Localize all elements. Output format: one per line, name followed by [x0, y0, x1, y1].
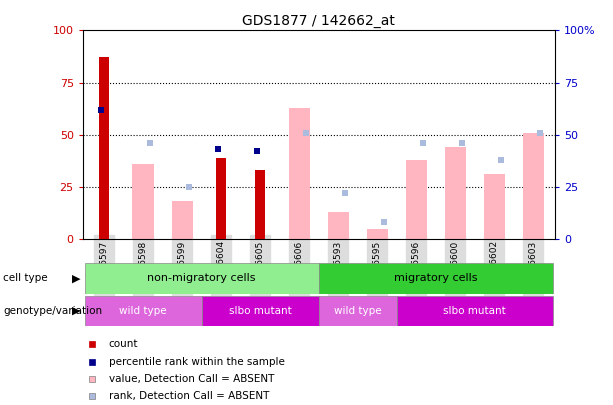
Text: percentile rank within the sample: percentile rank within the sample — [109, 357, 284, 367]
Text: rank, Detection Call = ABSENT: rank, Detection Call = ABSENT — [109, 391, 269, 401]
Text: count: count — [109, 339, 138, 350]
Bar — [132, 164, 154, 239]
Bar — [327, 212, 349, 239]
Title: GDS1877 / 142662_at: GDS1877 / 142662_at — [242, 14, 395, 28]
Bar — [522, 132, 544, 239]
Bar — [85, 296, 202, 326]
Text: value, Detection Call = ABSENT: value, Detection Call = ABSENT — [109, 374, 274, 384]
Bar — [397, 296, 553, 326]
Bar — [367, 228, 388, 239]
Bar — [484, 174, 505, 239]
Text: slbo mutant: slbo mutant — [229, 306, 292, 316]
Bar — [319, 296, 397, 326]
Bar — [85, 263, 319, 294]
Text: ▶: ▶ — [72, 306, 81, 316]
Text: wild type: wild type — [334, 306, 381, 316]
Bar — [289, 108, 310, 239]
Text: ▶: ▶ — [72, 273, 81, 283]
Text: cell type: cell type — [3, 273, 48, 283]
Bar — [172, 201, 193, 239]
Text: wild type: wild type — [120, 306, 167, 316]
Text: non-migratory cells: non-migratory cells — [148, 273, 256, 283]
Bar — [216, 158, 226, 239]
Bar — [319, 263, 553, 294]
Bar — [202, 296, 319, 326]
Bar — [444, 147, 466, 239]
Text: migratory cells: migratory cells — [394, 273, 478, 283]
Bar — [406, 160, 427, 239]
Bar — [99, 58, 109, 239]
Bar — [256, 170, 265, 239]
Text: slbo mutant: slbo mutant — [443, 306, 506, 316]
Text: genotype/variation: genotype/variation — [3, 306, 102, 316]
